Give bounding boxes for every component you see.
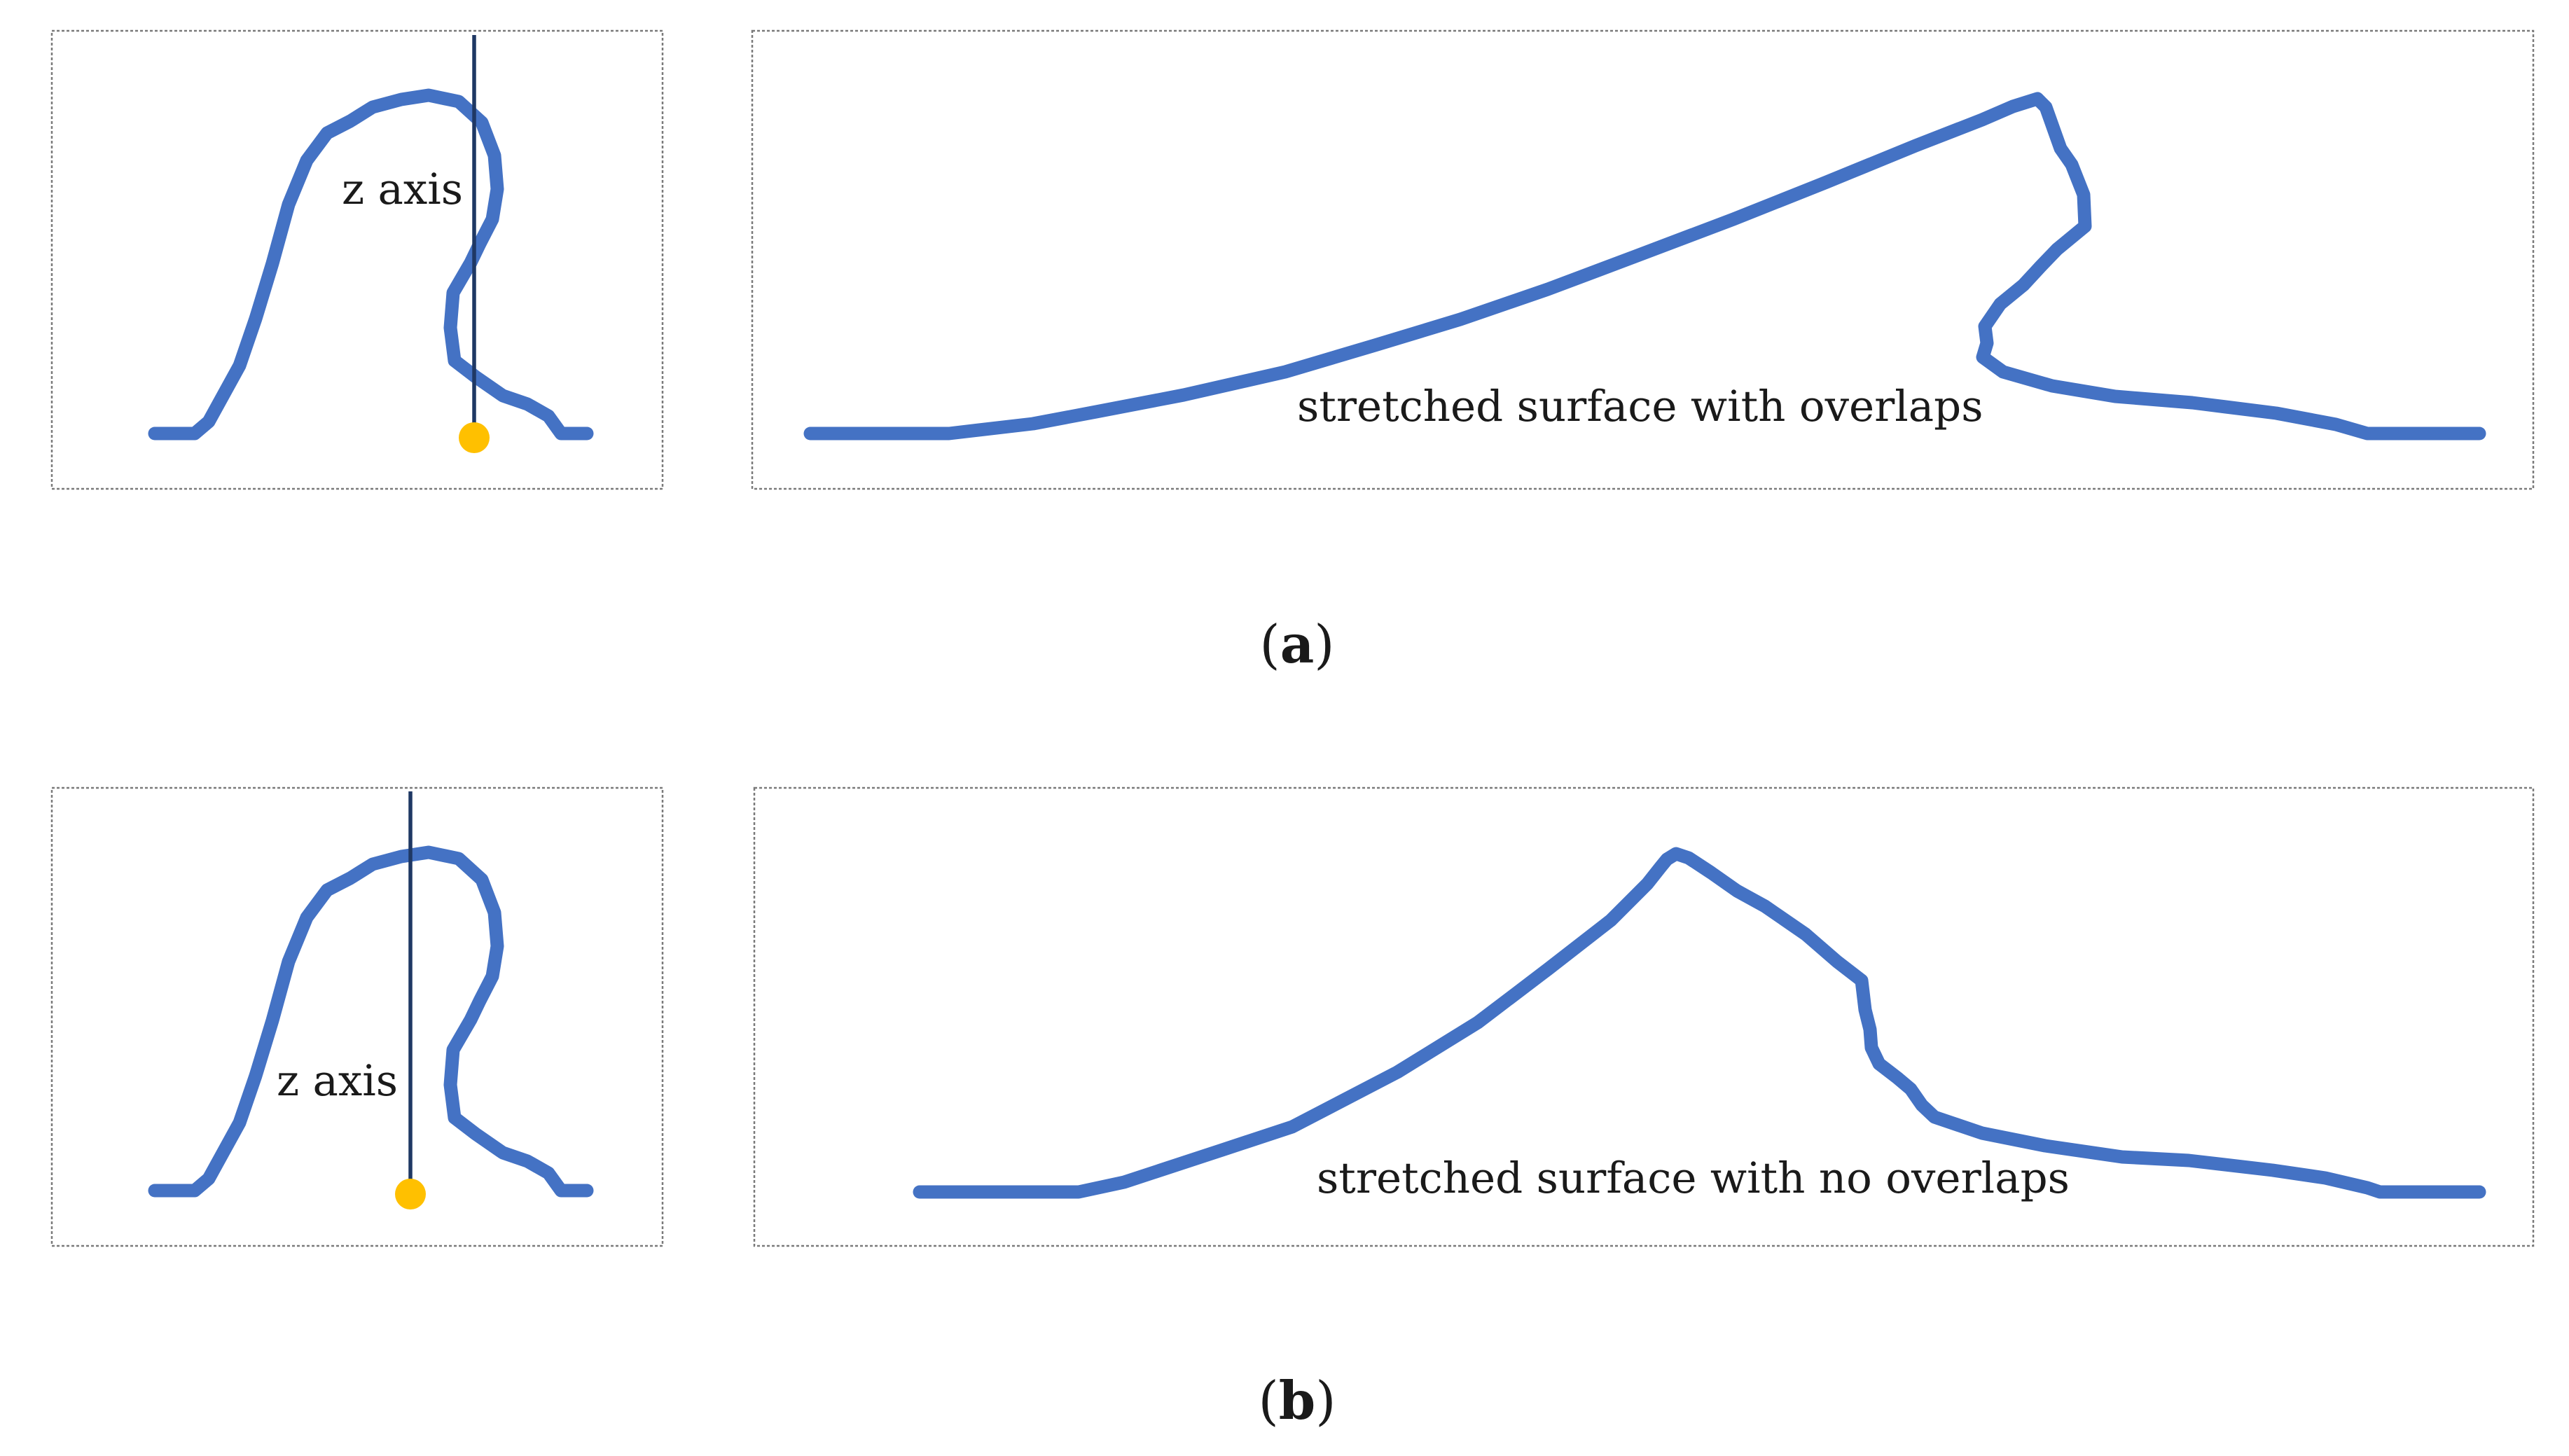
caption-b: (b): [1259, 1370, 1336, 1431]
cross-section-frame-a: [50, 29, 664, 490]
stretched-label-b: stretched surface with no overlaps: [1317, 1153, 2070, 1203]
stretched-curve-a: [803, 92, 2486, 441]
stretched-curve-b: [913, 847, 2486, 1199]
cross-section-a: z axis: [50, 29, 664, 490]
caption-letter-a: a: [1280, 613, 1315, 675]
panel-b: z axis stretched surface with no overlap…: [50, 786, 2535, 1431]
panel-a: z axis stretched surface with overlaps (…: [50, 29, 2535, 675]
z-axis-label-b: z axis: [277, 1056, 398, 1106]
origin-marker-a: [459, 422, 490, 453]
z-axis-label-a: z axis: [342, 165, 463, 214]
caption-letter-b: b: [1279, 1370, 1315, 1431]
cross-section-frame-b: [50, 786, 664, 1247]
profile-curve-a: [148, 88, 594, 441]
origin-marker-b: [395, 1179, 426, 1209]
stretched-surface-a: stretched surface with overlaps: [751, 29, 2535, 490]
stretched-label-a: stretched surface with overlaps: [1297, 382, 1983, 431]
caption-a: (a): [1259, 613, 1334, 675]
stretched-surface-b: stretched surface with no overlaps: [753, 786, 2535, 1247]
profile-curve-b: [148, 845, 594, 1198]
cross-section-b: z axis: [50, 786, 664, 1247]
